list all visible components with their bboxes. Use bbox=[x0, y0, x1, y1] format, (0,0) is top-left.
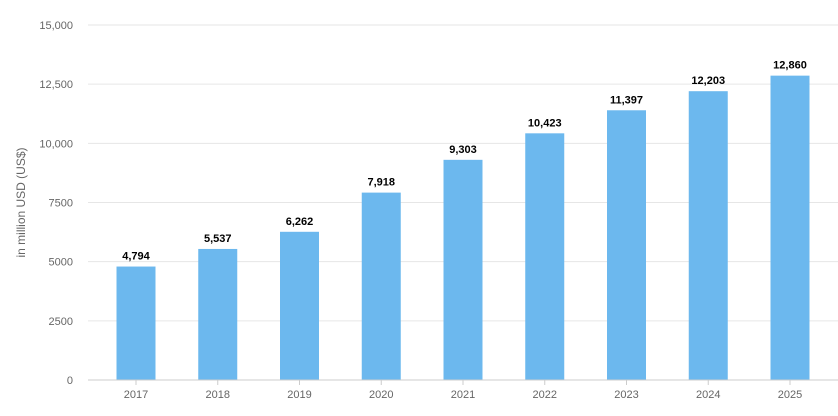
bar-2023[interactable] bbox=[607, 110, 646, 381]
data-label: 9,303 bbox=[449, 144, 477, 156]
x-tick-label: 2021 bbox=[451, 389, 475, 401]
x-tick-label: 2017 bbox=[124, 389, 148, 401]
y-tick-label: 7500 bbox=[49, 198, 73, 210]
data-label: 12,860 bbox=[773, 60, 807, 72]
bar-2022[interactable] bbox=[525, 133, 565, 380]
bars bbox=[116, 75, 810, 381]
data-label: 11,397 bbox=[610, 94, 643, 106]
x-axis-ticks: 2017 2018 2019 2020 2021 2022 2023 2024 2025 bbox=[124, 380, 802, 401]
y-tick-label: 15,000 bbox=[39, 20, 73, 32]
x-tick-label: 2019 bbox=[287, 389, 311, 401]
y-axis-title: in million USD (US$) bbox=[14, 147, 28, 257]
data-label: 7,918 bbox=[367, 177, 395, 189]
y-tick-label: 12,500 bbox=[39, 79, 73, 91]
bar-2017[interactable] bbox=[116, 266, 156, 380]
y-tick-label: 2500 bbox=[49, 316, 73, 328]
y-tick-label: 0 bbox=[67, 375, 73, 387]
data-label: 6,262 bbox=[286, 216, 314, 228]
y-tick-label: 5000 bbox=[49, 257, 73, 269]
x-tick-label: 2023 bbox=[614, 389, 638, 401]
data-label: 5,537 bbox=[204, 233, 232, 245]
x-tick-label: 2025 bbox=[778, 389, 802, 401]
y-axis-ticks: 0 2500 5000 7500 10,000 12,500 15,000 bbox=[39, 20, 73, 387]
bar-2020[interactable] bbox=[361, 192, 401, 380]
bar-2024[interactable] bbox=[688, 91, 728, 380]
bar-2025[interactable] bbox=[770, 75, 810, 380]
bar-2019[interactable] bbox=[280, 231, 319, 380]
data-label: 12,203 bbox=[691, 75, 725, 87]
data-labels: 4,794 5,537 6,262 7,918 9,303 10,423 11,397 12,… bbox=[122, 60, 807, 263]
y-tick-label: 10,000 bbox=[39, 138, 73, 150]
bar-2021[interactable] bbox=[443, 159, 483, 380]
x-tick-label: 2024 bbox=[696, 389, 720, 401]
data-label: 10,423 bbox=[528, 117, 562, 129]
x-tick-label: 2018 bbox=[206, 389, 230, 401]
x-tick-label: 2022 bbox=[533, 389, 557, 401]
data-label: 4,794 bbox=[122, 251, 150, 263]
bar-2018[interactable] bbox=[198, 248, 238, 380]
x-tick-label: 2020 bbox=[369, 389, 393, 401]
